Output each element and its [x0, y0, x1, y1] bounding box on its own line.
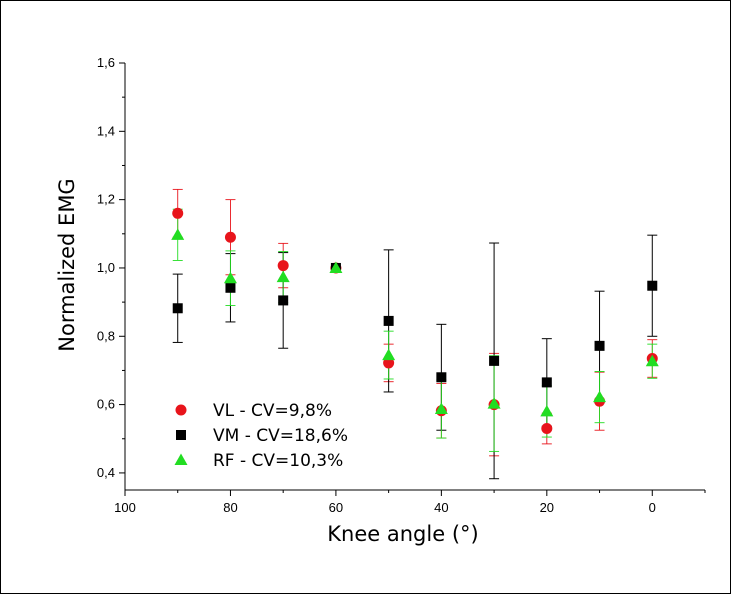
data-point-triangle [645, 354, 659, 367]
legend-label: VL - CV=9,8% [213, 401, 332, 421]
y-tick-label: 1,6 [97, 55, 115, 70]
y-tick-label: 1,2 [97, 192, 115, 207]
data-point-square [541, 377, 552, 388]
data-point-circle [277, 260, 289, 272]
x-axis-title: Knee angle (°) [327, 522, 478, 546]
data-point-square [489, 355, 500, 366]
data-point-circle [541, 423, 553, 435]
x-tick-label: 20 [540, 500, 554, 515]
x-tick-label: 80 [223, 500, 237, 515]
data-point-triangle [540, 404, 554, 417]
legend-marker-square [176, 430, 186, 440]
data-markers [171, 207, 659, 435]
x-tick-label: 0 [649, 500, 656, 515]
data-point-triangle [382, 348, 396, 361]
data-point-square [383, 315, 394, 326]
data-point-circle [224, 231, 236, 243]
data-point-triangle [434, 402, 448, 415]
data-point-square [278, 295, 289, 306]
legend-marker-triangle [174, 453, 188, 465]
data-point-triangle [329, 261, 343, 273]
data-point-square [647, 280, 658, 291]
legend-marker-circle [175, 404, 187, 416]
data-point-square [172, 303, 183, 314]
x-tick-label: 40 [434, 500, 448, 515]
legend: VL - CV=9,8% VM - CV=18,6% RF - CV=10,3% [174, 401, 348, 471]
data-point-square [436, 372, 447, 383]
y-tick-label: 1,0 [97, 260, 115, 275]
data-point-triangle [276, 270, 290, 283]
x-tick-label: 100 [114, 500, 136, 515]
axes: 100 80 60 40 20 0 0,4 0,6 0,8 1,0 1,2 1,4 1,6 [97, 55, 706, 515]
y-tick-label: 0,4 [97, 465, 115, 480]
legend-label: VM - CV=18,6% [213, 426, 348, 446]
data-point-triangle [171, 228, 185, 240]
data-point-triangle [223, 271, 237, 284]
data-point-circle [172, 207, 184, 219]
y-axis-title: Normalized EMG [55, 178, 79, 351]
data-point-square [594, 340, 605, 351]
x-tick-label: 60 [329, 500, 343, 515]
data-point-square [225, 282, 236, 293]
data-point-triangle [487, 397, 501, 409]
data-point-circle [383, 357, 395, 369]
y-tick-label: 0,6 [97, 397, 115, 412]
legend-label: RF - CV=10,3% [213, 451, 343, 471]
data-point-triangle [593, 390, 607, 403]
y-tick-label: 0,8 [97, 328, 115, 343]
y-tick-label: 1,4 [97, 123, 115, 138]
